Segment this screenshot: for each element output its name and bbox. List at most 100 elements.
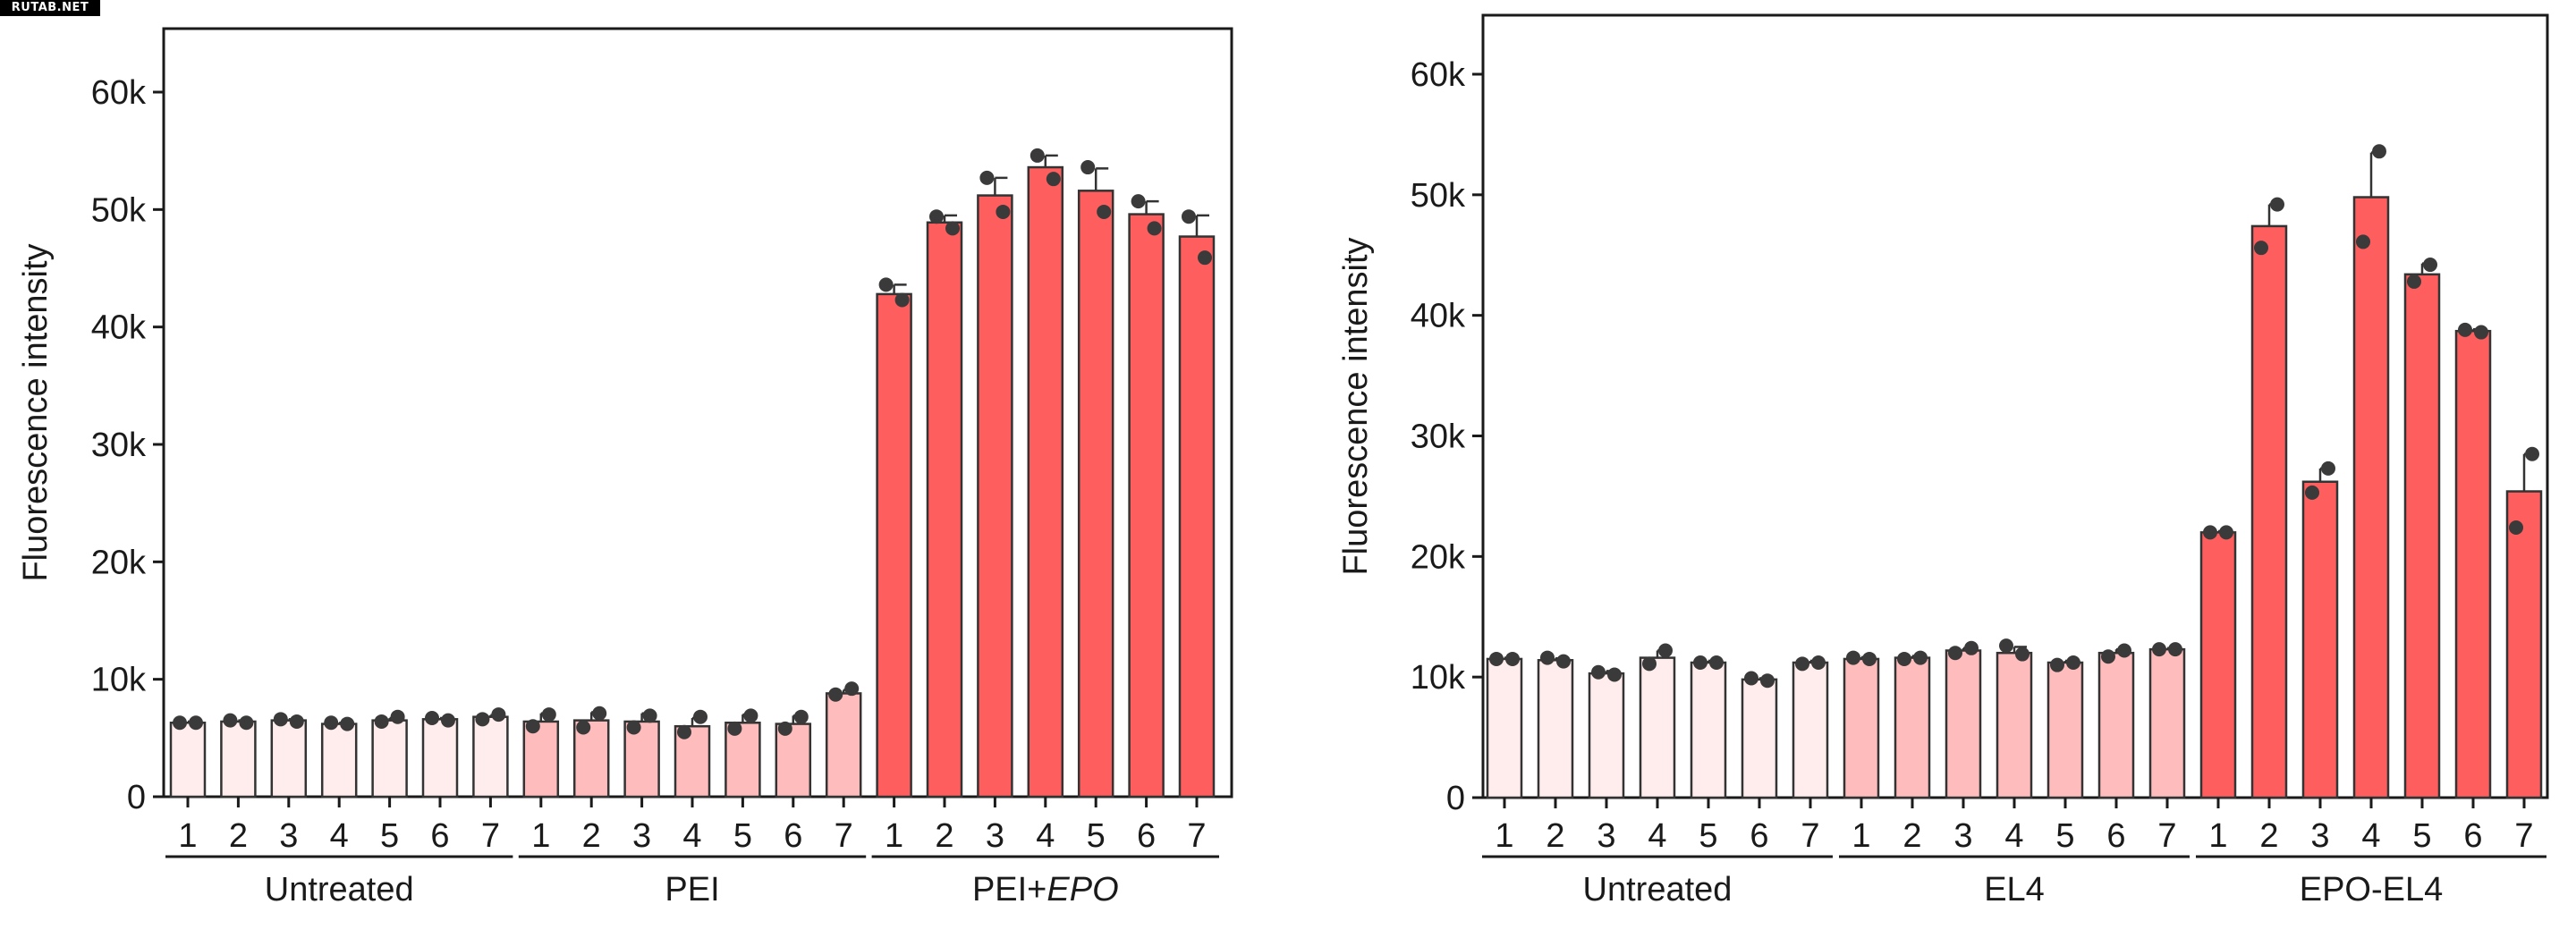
group-label: PEI+EPO (972, 871, 1119, 908)
data-point (727, 721, 742, 736)
x-tick-label: 6 (1750, 817, 1768, 855)
data-point (239, 715, 254, 731)
data-point (1964, 640, 1979, 655)
x-tick-label: 2 (1546, 817, 1564, 855)
bar (1690, 661, 1727, 799)
bar (1537, 659, 1574, 799)
data-point (2066, 655, 2080, 670)
bar (1639, 656, 1676, 799)
x-tick-label: 5 (380, 817, 399, 855)
x-tick-label: 5 (2412, 817, 2431, 855)
group-label: EL4 (1984, 871, 2045, 908)
data-point (1642, 656, 1657, 672)
bar (2046, 661, 2084, 799)
x-tick-label: 7 (835, 817, 853, 855)
bar (2148, 647, 2186, 799)
data-point (1198, 250, 1212, 266)
data-point (2152, 642, 2166, 657)
y-tick-label: 20k (1411, 538, 1466, 576)
data-point (541, 707, 556, 723)
data-point (1948, 646, 1962, 661)
data-point (223, 713, 238, 728)
x-tick-label: 1 (2208, 817, 2227, 855)
data-point (2219, 525, 2233, 540)
data-point (2458, 322, 2472, 337)
x-tick-label: 7 (481, 817, 500, 855)
data-point (677, 724, 691, 739)
data-point (1505, 651, 1520, 666)
bar (1894, 656, 1931, 799)
data-point (525, 719, 540, 734)
y-tick-label: 10k (91, 662, 147, 699)
bar (2097, 651, 2135, 799)
data-point (1556, 654, 1571, 669)
x-tick-label: 2 (1902, 817, 1921, 855)
y-tick-label: 50k (1411, 177, 1466, 215)
x-tick-label: 6 (784, 817, 802, 855)
data-point (878, 277, 894, 292)
data-point (1744, 671, 1758, 686)
x-tick-label: 7 (1801, 817, 1819, 855)
x-tick-label: 4 (2004, 817, 2023, 855)
bar (169, 722, 207, 799)
data-point (1999, 638, 2013, 654)
data-point (2254, 241, 2268, 256)
bar (320, 723, 358, 799)
x-tick-label: 4 (682, 817, 701, 855)
data-point (828, 687, 843, 702)
data-point (289, 714, 304, 729)
bar (2199, 531, 2237, 799)
data-point (1080, 160, 1096, 175)
y-tick-label: 60k (1411, 56, 1466, 94)
x-tick-label: 1 (1495, 817, 1513, 855)
data-point (642, 708, 657, 723)
data-point (1097, 204, 1112, 219)
data-point (273, 712, 288, 727)
data-point (979, 170, 995, 185)
data-point (475, 712, 490, 727)
x-tick-label: 5 (2055, 817, 2074, 855)
x-tick-label: 3 (986, 817, 1004, 855)
y-tick-label: 50k (91, 191, 147, 229)
data-point (189, 715, 203, 731)
data-point (1591, 664, 1606, 680)
data-point (626, 720, 641, 735)
x-tick-label: 3 (1953, 817, 1972, 855)
bar (1486, 657, 1523, 799)
x-tick-label: 6 (2106, 817, 2125, 855)
bar (876, 292, 912, 799)
bar (2301, 480, 2339, 799)
data-point (2321, 461, 2335, 476)
x-tick-label: 1 (885, 817, 903, 855)
bar (1945, 649, 1982, 799)
data-point (2168, 642, 2182, 657)
y-tick-label: 40k (91, 309, 147, 347)
y-tick-label: 60k (91, 74, 147, 112)
y-tick-label: 20k (91, 544, 147, 581)
data-point (2101, 649, 2115, 664)
data-point (777, 721, 792, 736)
data-point (1913, 650, 1928, 665)
data-point (1846, 650, 1860, 665)
y-tick-label: 30k (1411, 418, 1466, 456)
bar (421, 718, 459, 799)
x-tick-label: 1 (1852, 817, 1870, 855)
data-point (1607, 667, 1622, 682)
bar (1792, 661, 1829, 799)
data-point (425, 711, 439, 726)
x-tick-label: 2 (582, 817, 601, 855)
x-tick-label: 6 (1137, 817, 1156, 855)
data-point (2407, 274, 2421, 289)
data-point (1760, 673, 1775, 689)
data-point (2305, 485, 2319, 500)
bar (2352, 196, 2390, 799)
data-point (693, 709, 708, 724)
data-point (576, 720, 591, 735)
bar (1843, 657, 1880, 799)
data-point (1540, 650, 1555, 665)
bar (1741, 678, 1778, 799)
group-label: EPO-EL4 (2300, 871, 2444, 908)
y-tick-label: 30k (91, 427, 147, 464)
watermark: RUTAB.NET (0, 0, 100, 16)
data-point (945, 221, 960, 236)
